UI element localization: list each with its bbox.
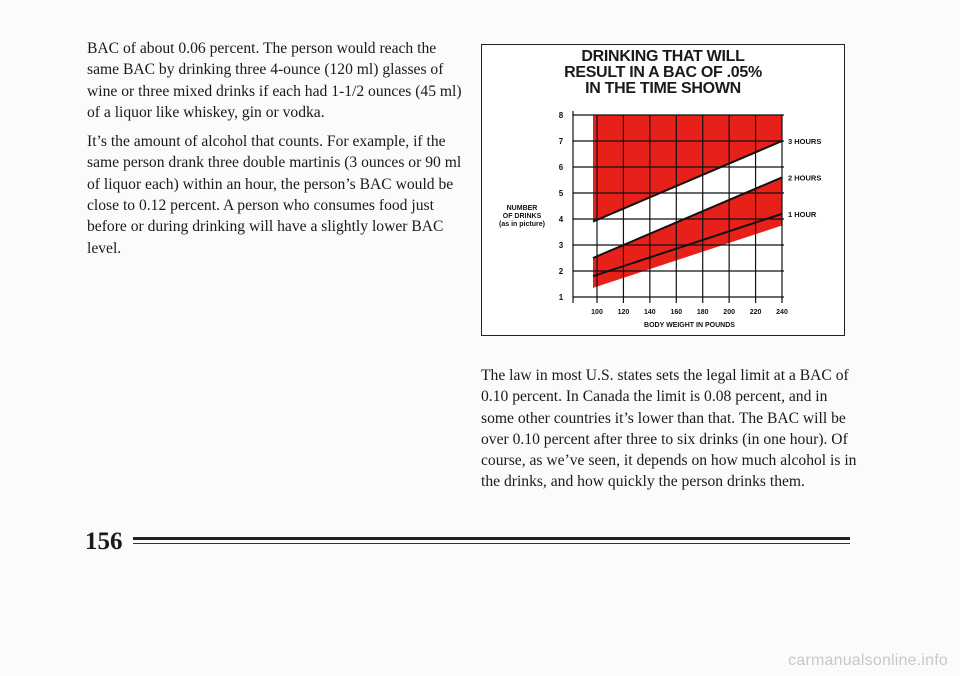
y-axis-label-line: NUMBER	[507, 205, 538, 212]
series-line	[592, 176, 783, 259]
y-tick-label: 2	[559, 267, 564, 276]
series-line	[592, 212, 783, 278]
x-axis-label: BODY WEIGHT IN POUNDS	[644, 322, 735, 329]
y-tick-label: 5	[559, 189, 564, 198]
x-tick-label: 160	[670, 309, 682, 316]
chart-title: DRINKING THAT WILL RESULT IN A BAC OF .0…	[482, 49, 844, 97]
x-tick-label: 120	[618, 309, 630, 316]
right-column: The law in most U.S. states sets the leg…	[481, 365, 861, 501]
chart-title-line: DRINKING THAT WILL	[581, 48, 745, 65]
watermark: carmanualsonline.info	[788, 652, 948, 669]
series-label: 3 HOURS	[788, 137, 821, 146]
band-below-1-hour	[593, 213, 782, 288]
y-axis-label-line: (as in picture)	[499, 221, 545, 228]
y-tick-label: 8	[559, 111, 564, 120]
y-tick-label: 4	[559, 215, 564, 224]
x-tick-label: 200	[723, 309, 735, 316]
y-tick-label: 3	[559, 241, 564, 250]
footer-rule-thin	[133, 543, 850, 544]
y-tick-label: 7	[559, 137, 564, 146]
body-paragraph: It’s the amount of alcohol that counts. …	[87, 133, 462, 257]
page-number: 156	[85, 528, 123, 555]
series-line	[592, 140, 783, 223]
body-paragraph: The law in most U.S. states sets the leg…	[481, 367, 857, 491]
chart-title-line: RESULT IN A BAC OF .05%	[564, 64, 762, 81]
chart-title-line: IN THE TIME SHOWN	[585, 80, 741, 97]
series-label: 1 HOUR	[788, 210, 817, 219]
x-tick-label: 140	[644, 309, 656, 316]
area-above-3-hours	[593, 115, 782, 222]
chart-plot-area: 1 HOUR 2 HOURS 3 HOURS 1 2 3 4 5 6 7 8 100 120 140 160…	[499, 111, 821, 329]
band-1-to-2-hours	[593, 177, 782, 277]
left-column: BAC of about 0.06 percent. The person wo…	[87, 38, 465, 267]
bac-chart: 1 HOUR 2 HOURS 3 HOURS 1 2 3 4 5 6 7 8 100 120 140 160…	[481, 44, 845, 336]
x-tick-label: 100	[591, 309, 603, 316]
x-tick-label: 180	[697, 309, 709, 316]
series-label: 2 HOURS	[788, 173, 821, 182]
y-tick-label: 6	[559, 163, 564, 172]
footer-rule	[133, 537, 850, 540]
x-tick-label: 240	[776, 309, 788, 316]
y-tick-label: 1	[559, 293, 564, 302]
y-axis-label-line: OF DRINKS	[503, 213, 542, 220]
body-paragraph: BAC of about 0.06 percent. The person wo…	[87, 40, 462, 121]
x-tick-label: 220	[750, 309, 762, 316]
